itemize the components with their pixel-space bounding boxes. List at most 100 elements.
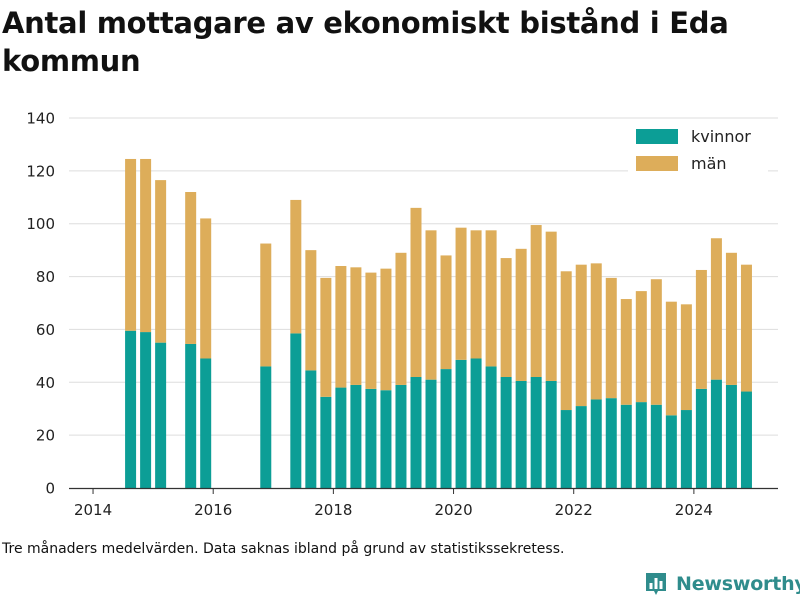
bar-man [305, 250, 317, 371]
y-tick-label: 40 [36, 374, 55, 392]
bar-kvinnor [665, 415, 677, 488]
brand-logo[interactable]: Newsworthy [644, 568, 800, 600]
bar-kvinnor [620, 404, 632, 488]
bar-kvinnor [365, 388, 377, 488]
x-tick-label: 2018 [314, 501, 352, 519]
bar-man [485, 230, 497, 367]
bar-man [260, 243, 272, 367]
bar-kvinnor [680, 410, 692, 488]
bar-kvinnor [635, 402, 647, 488]
x-tick-label: 2020 [434, 501, 472, 519]
bar-man [665, 301, 677, 416]
legend-label: män [691, 154, 727, 173]
bar-man [710, 238, 722, 380]
bar-kvinnor [740, 391, 752, 488]
bar-man [335, 266, 347, 388]
legend-label: kvinnor [691, 127, 751, 146]
bar-kvinnor [500, 377, 512, 488]
bar-man [545, 231, 557, 381]
bar-kvinnor [410, 377, 422, 488]
bar-man [500, 258, 512, 377]
bar-kvinnor [710, 379, 722, 488]
bar-kvinnor [425, 379, 437, 488]
bar-kvinnor [590, 399, 602, 488]
x-tick-label: 2024 [675, 501, 713, 519]
bar-man [425, 230, 437, 380]
legend-swatch [636, 156, 678, 171]
chart-title: Antal mottagare av ekonomiskt bistånd i … [2, 6, 729, 78]
bar-man [185, 192, 197, 344]
bar-kvinnor [650, 404, 662, 488]
bar-kvinnor [125, 330, 137, 488]
x-tick-label: 2016 [194, 501, 232, 519]
bar-man [140, 158, 152, 333]
bar-kvinnor [305, 370, 317, 488]
bar-man [650, 279, 662, 405]
bar-kvinnor [470, 358, 482, 488]
bar-kvinnor [515, 380, 527, 488]
bar-kvinnor [380, 390, 392, 488]
bar-man [575, 264, 587, 407]
bar-kvinnor [335, 387, 347, 488]
bar-man [725, 252, 737, 385]
bar-man [350, 267, 362, 385]
bar-man [410, 207, 422, 377]
bar-man [395, 252, 407, 385]
y-tick-label: 80 [36, 268, 55, 286]
bar-kvinnor [545, 380, 557, 488]
bar-man [155, 180, 167, 343]
axes: 0 20 40 60 80 100 120 140 2014 2016 2018 2020 2022 20… [26, 110, 778, 519]
legend: kvinnor män [628, 124, 768, 176]
bar-man [590, 263, 602, 400]
bar-kvinnor [290, 333, 302, 488]
bar-man [560, 271, 572, 411]
bar-kvinnor [185, 343, 197, 488]
bar-chart-logo-icon [646, 573, 666, 595]
bar-man [320, 277, 332, 397]
bar-man [470, 230, 482, 359]
bar-kvinnor [140, 332, 152, 488]
bar-man [440, 255, 452, 370]
bar-man [620, 299, 632, 405]
bar-kvinnor [575, 406, 587, 488]
bar-kvinnor [455, 359, 467, 488]
bar-man [635, 291, 647, 403]
bar-man [380, 268, 392, 391]
y-tick-label: 140 [26, 110, 55, 128]
y-tick-label: 0 [45, 480, 55, 498]
bar-kvinnor [200, 358, 212, 488]
bar-man [455, 227, 467, 360]
bar-man [200, 218, 212, 359]
bars [125, 158, 752, 488]
x-tick-label: 2022 [555, 501, 593, 519]
legend-swatch [636, 129, 678, 144]
bar-kvinnor [605, 398, 617, 488]
bar-man [125, 158, 137, 331]
bar-man [605, 277, 617, 399]
bar-man [365, 272, 377, 389]
bar-kvinnor [395, 384, 407, 488]
bar-kvinnor [320, 396, 332, 488]
bar-kvinnor [530, 377, 542, 488]
bar-kvinnor [350, 384, 362, 488]
bar-man [290, 199, 302, 334]
y-tick-label: 60 [36, 321, 55, 339]
x-tick-label: 2014 [74, 501, 112, 519]
bar-kvinnor [695, 388, 707, 488]
y-tick-label: 100 [26, 215, 55, 233]
bar-man [695, 269, 707, 389]
stacked-bar-chart: 0 20 40 60 80 100 120 140 2014 2016 2018 2020 2022 20… [26, 110, 778, 519]
brand-name: Newsworthy [676, 573, 800, 595]
bar-man [530, 225, 542, 377]
bar-kvinnor [725, 384, 737, 488]
y-tick-label: 120 [26, 162, 55, 180]
bar-kvinnor [485, 366, 497, 488]
bar-kvinnor [155, 342, 167, 488]
bar-kvinnor [440, 369, 452, 488]
bar-man [515, 248, 527, 381]
bar-man [740, 264, 752, 392]
bar-kvinnor [560, 410, 572, 488]
y-tick-label: 20 [36, 427, 55, 445]
footnote: Tre månaders medelvärden. Data saknas ib… [2, 541, 565, 557]
bar-man [680, 304, 692, 411]
